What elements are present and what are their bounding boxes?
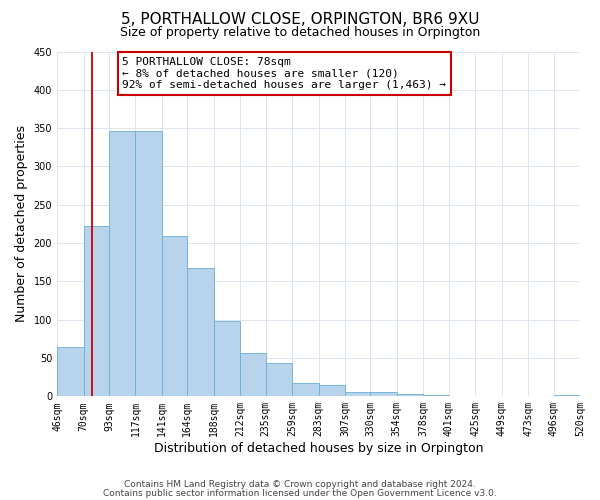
Bar (109, 131, 136, 396)
Bar (187, 268, 214, 396)
Y-axis label: Number of detached properties: Number of detached properties (15, 126, 28, 322)
Text: 5, PORTHALLOW CLOSE, ORPINGTON, BR6 9XU: 5, PORTHALLOW CLOSE, ORPINGTON, BR6 9XU (121, 12, 479, 28)
Bar (136, 131, 162, 396)
Bar (57, 346, 83, 397)
Bar (554, 395, 580, 396)
Bar (397, 394, 424, 396)
Bar (319, 385, 345, 396)
Text: Contains public sector information licensed under the Open Government Licence v3: Contains public sector information licen… (103, 490, 497, 498)
Bar (345, 392, 370, 396)
Bar (370, 392, 397, 396)
Bar (424, 395, 449, 396)
Text: 5 PORTHALLOW CLOSE: 78sqm
← 8% of detached houses are smaller (120)
92% of semi-: 5 PORTHALLOW CLOSE: 78sqm ← 8% of detach… (122, 57, 446, 90)
X-axis label: Distribution of detached houses by size in Orpington: Distribution of detached houses by size … (154, 442, 483, 455)
Text: Size of property relative to detached houses in Orpington: Size of property relative to detached ho… (120, 26, 480, 39)
Bar (266, 364, 292, 396)
Bar (240, 352, 266, 397)
Bar (292, 384, 319, 396)
Bar (83, 226, 109, 396)
Bar (162, 236, 187, 396)
Bar (214, 321, 240, 396)
Text: Contains HM Land Registry data © Crown copyright and database right 2024.: Contains HM Land Registry data © Crown c… (124, 480, 476, 489)
